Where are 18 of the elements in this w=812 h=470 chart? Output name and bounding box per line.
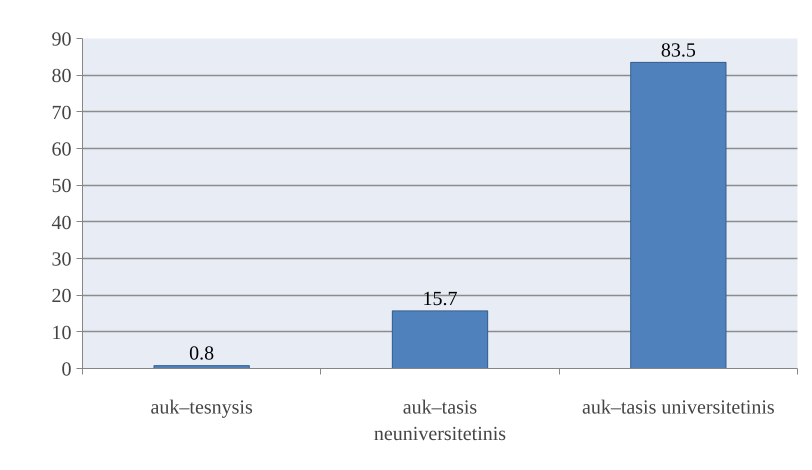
y-tick-label: 40 bbox=[52, 212, 72, 234]
y-tick-label: 30 bbox=[52, 248, 72, 270]
y-tick-label: 10 bbox=[52, 322, 72, 344]
data-label: 0.8 bbox=[189, 342, 214, 365]
y-tick-label: 70 bbox=[52, 102, 72, 124]
x-tick-label: auk–tasis neuniversitetinis bbox=[374, 396, 506, 445]
y-tick-label: 60 bbox=[52, 138, 72, 160]
y-tick-label: 50 bbox=[52, 175, 72, 198]
y-tick-label: 90 bbox=[52, 28, 72, 50]
y-tick-label: 80 bbox=[52, 65, 72, 88]
data-label: 15.7 bbox=[422, 288, 458, 310]
x-tick-label: auk–tesnysis bbox=[150, 396, 253, 418]
bar bbox=[392, 310, 488, 368]
y-tick-label: 20 bbox=[52, 285, 72, 308]
data-label: 83.5 bbox=[660, 39, 696, 62]
y-tick-label: 0 bbox=[62, 358, 72, 380]
x-tick-label: auk–tasis universitetinis bbox=[582, 396, 775, 418]
bar bbox=[630, 62, 726, 368]
